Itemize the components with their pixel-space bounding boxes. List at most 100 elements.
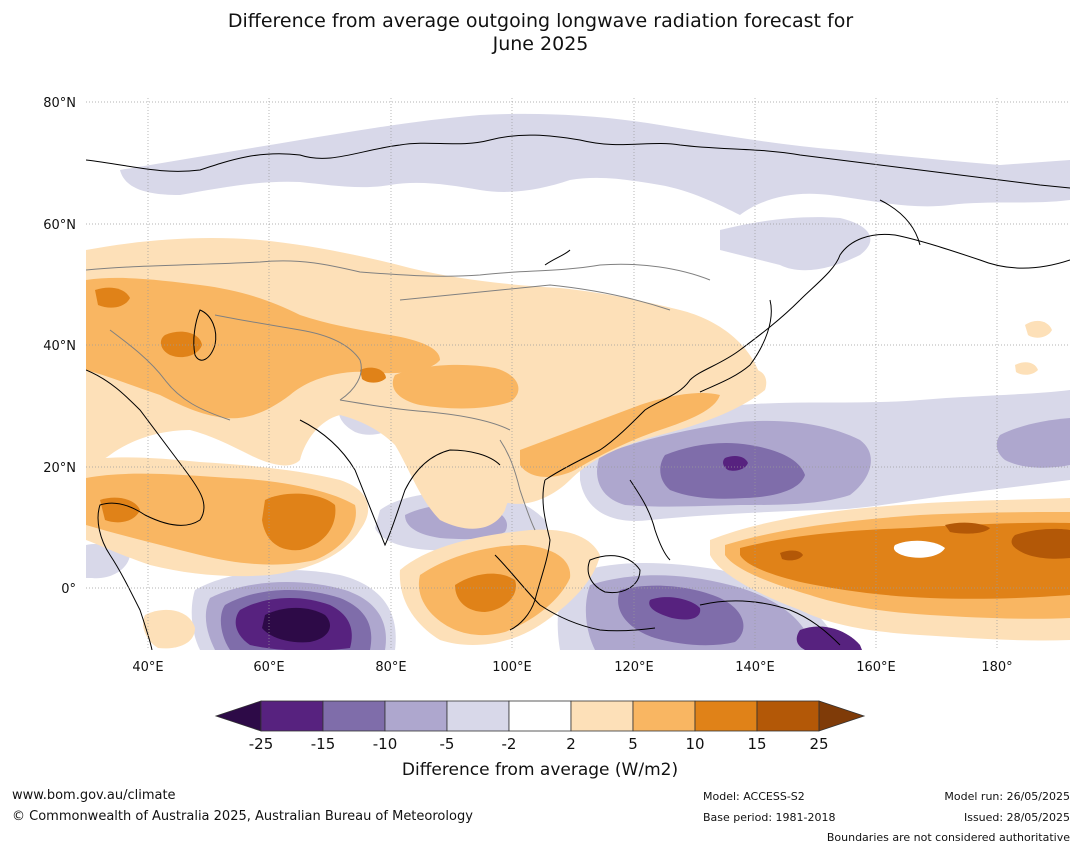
title-line-1: Difference from average outgoing longwav… [227, 10, 854, 32]
west-pacific-purple-strong [660, 443, 805, 499]
lake-baikal [544, 249, 571, 266]
colorbar-tick-label: -10 [373, 735, 398, 753]
lon-label-80e: 80°E [375, 660, 406, 675]
equatorial-pacific-orange-core-east [1011, 528, 1070, 559]
south-india-orange [143, 609, 195, 649]
positive-anomaly-fields [86, 238, 1070, 649]
sumatra-orange-core [455, 573, 516, 612]
pacific-white-hole [893, 540, 945, 558]
colorbar-tick-label: -2 [502, 735, 517, 753]
horn-africa-orange-core [100, 497, 140, 523]
lon-label-100e: 100°E [492, 660, 532, 675]
website-link[interactable]: www.bom.gov.au/climate [12, 788, 176, 803]
indian-ocean-purple-core [262, 607, 330, 643]
colorbar-tick-label: 2 [566, 735, 576, 753]
coastlines [86, 134, 1070, 650]
colorbar-bin-3 [384, 700, 448, 732]
lon-label-140e: 140°E [735, 660, 775, 675]
india-coast [299, 419, 501, 547]
boundaries-disclaimer: Boundaries are not considered authoritat… [826, 831, 1070, 844]
china-india-border [339, 399, 511, 431]
arctic-coastline [86, 134, 1070, 189]
lat-label-60n: 60°N [43, 218, 76, 233]
china-mongolia-border [399, 284, 671, 311]
model-text: Model: ACCESS-S2 [703, 790, 805, 803]
east-asia-light-purple [720, 217, 871, 271]
colorbar-bin-5 [508, 700, 572, 732]
russia-east-coast [799, 233, 1070, 301]
sumatra-java-outline [494, 554, 656, 632]
chart-title: Difference from average outgoing longwav… [0, 10, 1081, 56]
lon-label-60e: 60°E [253, 660, 284, 675]
caspian-orange-core [160, 331, 202, 358]
equatorial-pacific-orange-strong [740, 522, 1070, 599]
equatorial-pacific-orange-core-mid [945, 522, 990, 534]
lat-label-80n: 80°N [43, 96, 76, 111]
lon-label-40e: 40°E [132, 660, 163, 675]
colorbar-tick-label: -15 [311, 735, 336, 753]
maritime-continent-purple-core [649, 597, 701, 620]
negative-anomaly-fields [86, 113, 1070, 650]
coral-sea-purple [796, 626, 862, 650]
central-asia-medium-orange [86, 277, 440, 419]
philippines-outline [629, 479, 671, 561]
colorbar-bin-7 [632, 700, 696, 732]
colorbar-bin-6 [570, 700, 634, 732]
colorbar-tick-label: 5 [628, 735, 638, 753]
central-asia-borders [214, 314, 362, 401]
colorbar: -25 -15 -10 -5 -2 2 5 10 15 25 Differenc… [214, 700, 866, 780]
lat-label-40n: 40°N [43, 339, 76, 354]
tarim-orange-patch [360, 367, 386, 383]
arabia-africa-coast [86, 369, 205, 650]
colorbar-bin-9 [756, 700, 820, 732]
lat-label-20n: 20°N [43, 461, 76, 476]
colorbar-bin-2 [322, 700, 386, 732]
colorbar-low-extension [214, 700, 262, 732]
indochina-borders [499, 439, 536, 531]
colorbar-tick-label: 10 [685, 735, 704, 753]
copyright-text: © Commonwealth of Australia 2025, Austra… [12, 809, 473, 824]
colorbar-tick-label: 25 [809, 735, 828, 753]
tibetan-plateau-orange [392, 364, 519, 409]
issued-text: Issued: 28/05/2025 [963, 811, 1070, 824]
colorbar-tick-label: -5 [440, 735, 455, 753]
colorbar-bin-1 [260, 700, 324, 732]
lon-label-120e: 120°E [614, 660, 654, 675]
west-pacific-purple-core [723, 455, 748, 471]
map-area [86, 98, 1070, 650]
arctic-light-purple-band [120, 113, 1070, 215]
country-borders [86, 260, 711, 531]
colorbar-high-extension [818, 700, 866, 732]
east-pacific-purple [996, 418, 1070, 468]
model-run-text: Model run: 26/05/2025 [944, 790, 1070, 803]
colorbar-bin-4 [446, 700, 510, 732]
lon-label-160e: 160°E [856, 660, 896, 675]
lon-label-180: 180° [981, 660, 1012, 675]
pacific-orange-patch-2 [1015, 362, 1038, 375]
title-line-2: June 2025 [492, 33, 589, 55]
sea-of-okhotsk-coast [879, 199, 921, 246]
colorbar-tick-label: 15 [747, 735, 766, 753]
borneo-outline [587, 555, 641, 594]
middle-east-borders [109, 329, 231, 421]
latitude-labels: 80°N 60°N 40°N 20°N 0° [43, 96, 76, 597]
china-korea-japan-coast [544, 299, 801, 481]
south-china-orange-mid [520, 393, 720, 477]
gridlines [86, 98, 1070, 650]
longitude-labels: 40°E 60°E 80°E 100°E 120°E 140°E 160°E 1… [132, 660, 1012, 675]
arabian-sea-orange-core [262, 493, 336, 551]
russia-kazakh-border [86, 260, 711, 281]
base-period-text: Base period: 1981-2018 [703, 811, 836, 824]
caspian-sea [193, 309, 217, 361]
lat-label-0: 0° [61, 582, 76, 597]
new-guinea-outline [699, 600, 841, 646]
japan-outline [699, 299, 772, 393]
pacific-orange-patch [1025, 320, 1052, 338]
colorbar-bin-8 [694, 700, 758, 732]
equatorial-pacific-orange-core-west [780, 550, 803, 561]
indochina-coast [509, 479, 551, 631]
colorbar-tick-label: -25 [249, 735, 274, 753]
colorbar-title: Difference from average (W/m2) [402, 760, 678, 780]
kazakh-orange-core [95, 287, 130, 308]
